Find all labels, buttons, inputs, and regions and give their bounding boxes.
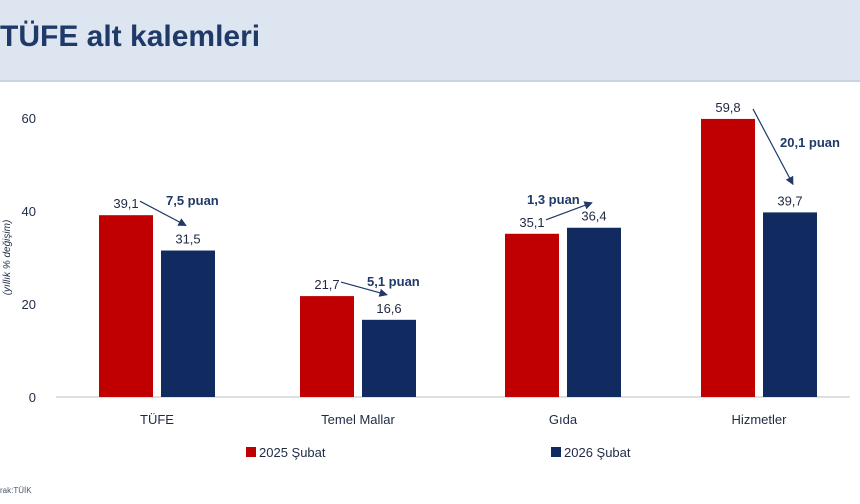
bar xyxy=(99,215,153,397)
title-banner: TÜFE alt kalemleri xyxy=(0,0,860,82)
bar-chart: 0 20 40 60 (yıllık % değişim) 39,1 31,5 TÜFE 7,5… xyxy=(2,100,850,460)
change-annotation: 7,5 puan xyxy=(166,193,219,208)
change-annotation: 1,3 puan xyxy=(527,192,580,207)
y-tick-label: 60 xyxy=(22,111,36,126)
y-axis-label: (yıllık % değişim) xyxy=(2,220,13,296)
data-label: 21,7 xyxy=(314,277,339,292)
bar xyxy=(567,227,621,397)
data-label: 35,1 xyxy=(519,215,544,230)
bar xyxy=(362,319,416,397)
x-tick-label: Hizmetler xyxy=(732,412,788,427)
y-tick-label: 0 xyxy=(29,390,36,405)
bar xyxy=(161,250,215,397)
data-label: 39,7 xyxy=(777,193,802,208)
change-arrow xyxy=(752,108,794,186)
legend-label: 2026 Şubat xyxy=(564,445,631,460)
change-arrow xyxy=(545,201,593,221)
change-annotation: 5,1 puan xyxy=(367,274,420,289)
legend-swatch xyxy=(551,447,561,457)
legend-swatch xyxy=(246,447,256,457)
x-tick-label: TÜFE xyxy=(140,412,174,427)
bar xyxy=(763,212,817,397)
y-tick-label: 40 xyxy=(22,204,36,219)
page-title: TÜFE alt kalemleri xyxy=(0,20,261,53)
bar xyxy=(701,118,755,398)
data-label: 31,5 xyxy=(175,232,200,247)
x-tick-label: Gıda xyxy=(549,412,578,427)
bar xyxy=(300,296,354,397)
data-label: 39,1 xyxy=(113,196,138,211)
change-arrow xyxy=(340,281,388,297)
source-note: rak:TÜİK xyxy=(0,486,32,495)
x-tick-label: Temel Mallar xyxy=(321,412,395,427)
data-label: 59,8 xyxy=(715,100,740,115)
change-annotation: 20,1 puan xyxy=(780,135,840,150)
bar xyxy=(505,233,559,397)
legend-label: 2025 Şubat xyxy=(259,445,326,460)
y-tick-label: 20 xyxy=(22,297,36,312)
data-label: 16,6 xyxy=(376,301,401,316)
data-label: 36,4 xyxy=(581,209,606,224)
change-arrow xyxy=(139,200,187,227)
